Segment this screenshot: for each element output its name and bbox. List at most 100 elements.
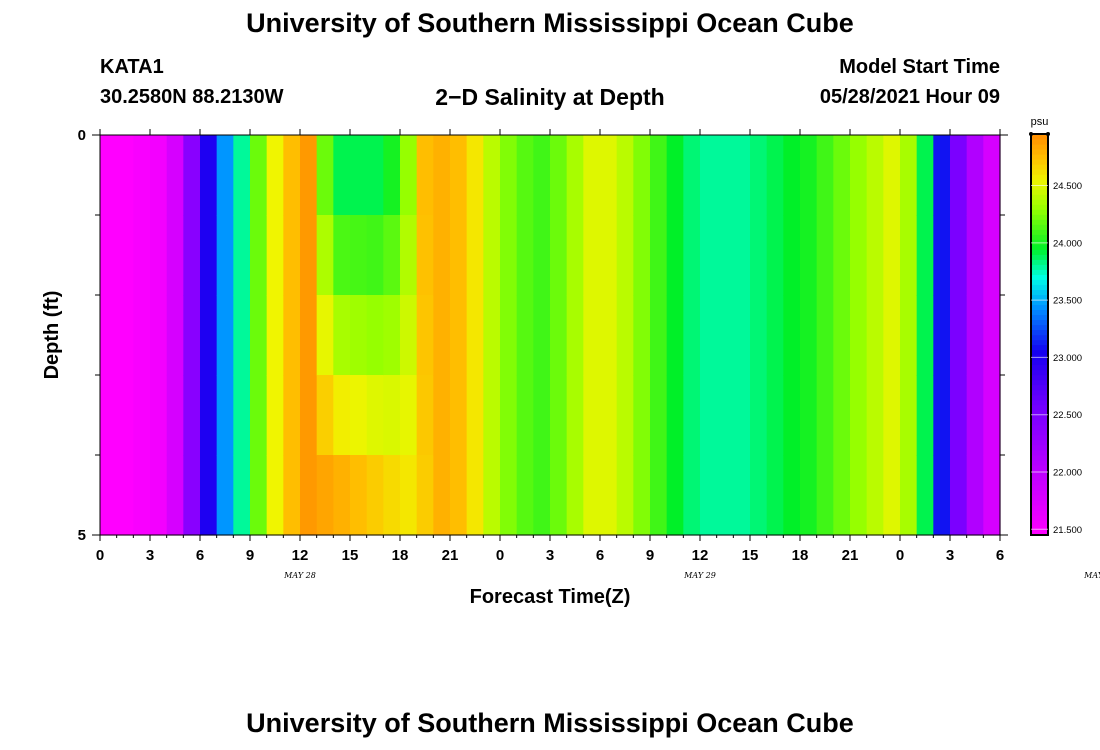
colorbar-segment [1031,464,1048,471]
colorbar-segment [1031,224,1048,230]
colorbar-segment [1031,344,1048,351]
heatmap-cell [733,295,751,376]
colorbar-frame [1030,133,1049,536]
heatmap-cell [483,375,501,456]
y-tick-label: 5 [78,527,86,544]
heatmap-cell [200,455,218,536]
colorbar-segment [1031,254,1048,260]
colorbar-tick-label: 22.000 [1053,467,1082,478]
colorbar-segment [1031,269,1048,275]
heatmap-cell [783,295,801,376]
colorbar-segment [1031,519,1048,526]
heatmap-cell [700,215,718,296]
heatmap-cell [950,375,968,456]
colorbar-segment [1031,504,1048,511]
heatmap-cell [883,295,901,376]
heatmap-cell [766,455,784,536]
heatmap-cell [983,295,1001,376]
colorbar-segment [1031,459,1048,466]
heatmap-cell [650,295,668,376]
heatmap-cell [583,455,601,536]
colorbar-segment [1031,294,1048,301]
heatmap-cell [300,375,318,456]
date-label: MAY 28 [283,571,316,580]
heatmap-cell [800,295,818,376]
heatmap-cell [966,295,984,376]
colorbar-segment [1031,389,1048,396]
heatmap-cell [166,135,184,216]
heatmap-cell [883,375,901,456]
heatmap-cell [500,135,518,216]
heatmap-cell [850,215,868,296]
heatmap-cell [433,295,451,376]
heatmap-cell [200,375,218,456]
colorbar-segment [1031,474,1048,481]
heatmap-cell [683,375,701,456]
heatmap-cell [466,455,484,536]
colorbar-segment [1031,434,1048,441]
heatmap-cell [833,375,851,456]
heatmap-cell [450,375,468,456]
colorbar-tick-label: 22.500 [1053,410,1082,421]
colorbar-segment [1031,144,1048,150]
heatmap-cell [233,135,251,216]
heatmap-cell [800,375,818,456]
heatmap-cell [183,295,201,376]
heatmap-cell [366,455,384,536]
colorbar-segment [1031,189,1048,195]
heatmap-cell [916,375,934,456]
x-tick-label: 12 [692,547,709,564]
heatmap-cell [733,135,751,216]
heatmap-cell [116,375,134,456]
heatmap-cell [266,215,284,296]
heatmap-cell [950,215,968,296]
heatmap-cell [266,375,284,456]
heatmap-cell [866,295,884,376]
heatmap-cell [616,375,634,456]
heatmap-cell [183,215,201,296]
colorbar-segment [1031,194,1048,200]
colorbar-segment [1031,299,1048,306]
colorbar-corner [1046,132,1050,136]
heatmap-cell [350,215,368,296]
heatmap-cell [783,215,801,296]
heatmap-cell [966,455,984,536]
heatmap-cells [100,135,1001,536]
heatmap-cell [266,455,284,536]
heatmap-cell [383,215,401,296]
heatmap-cell [166,455,184,536]
heatmap-cell [316,215,334,296]
colorbar-segment [1031,334,1048,341]
heatmap-cell [966,375,984,456]
x-axis-label: Forecast Time(Z) [470,586,631,608]
heatmap-cell [950,455,968,536]
heatmap-cell [450,455,468,536]
heatmap-cell [833,295,851,376]
heatmap-cell [150,295,168,376]
heatmap-cell [733,375,751,456]
heatmap-cell [850,375,868,456]
heatmap-cell [116,135,134,216]
colorbar-segment [1031,364,1048,371]
colorbar-segment [1031,349,1048,356]
heatmap-cell [716,375,734,456]
colorbar-segment [1031,199,1048,205]
heatmap-cell [933,135,951,216]
heatmap-cell [483,215,501,296]
heatmap-cell [566,455,584,536]
colorbar-segment [1031,399,1048,406]
heatmap-cell [950,135,968,216]
colorbar-segment [1031,174,1048,180]
heatmap-cell [883,215,901,296]
x-tick-label: 0 [496,547,504,564]
x-tick-label: 21 [842,547,859,564]
heatmap-cell [116,295,134,376]
heatmap-cell [533,135,551,216]
heatmap-cell [333,215,351,296]
heatmap-cell [416,295,434,376]
heatmap-cell [116,215,134,296]
heatmap-cell [916,455,934,536]
heatmap-cell [366,295,384,376]
heatmap-cell [200,135,218,216]
heatmap-cell [466,375,484,456]
